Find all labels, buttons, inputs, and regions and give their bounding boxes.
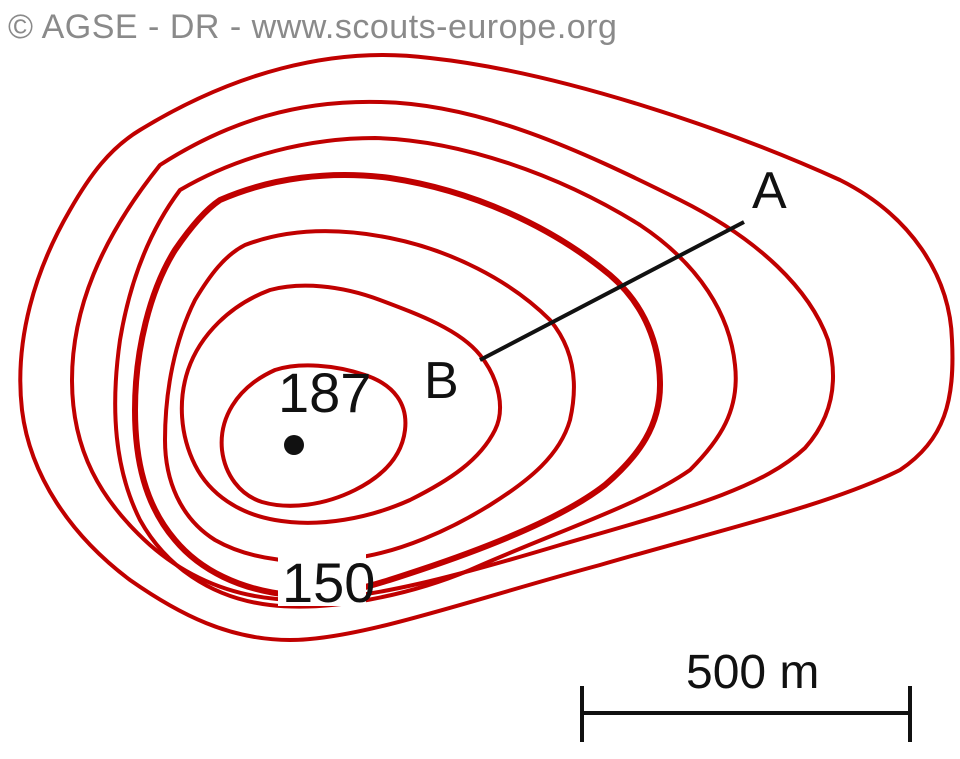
contour-line-5 [163, 229, 576, 564]
contour-line-3 [113, 136, 738, 609]
contour-line-outer [18, 53, 955, 642]
profile-line-a-b [479, 220, 745, 362]
point-a-label: A [752, 162, 787, 220]
scale-bar: 500 m [580, 646, 912, 742]
contour-line-2 [70, 99, 836, 602]
summit-marker-icon [284, 435, 304, 455]
contour-label-mask [278, 552, 366, 606]
contour-line-7 [219, 363, 408, 508]
point-b-label: B [424, 352, 459, 410]
contour-lines [18, 53, 955, 642]
contour-elevation-label: 150 [282, 551, 375, 614]
copyright-text: © AGSE - DR - www.scouts-europe.org [8, 8, 617, 46]
contour-line-150 [132, 172, 663, 599]
scale-bar-label: 500 m [686, 646, 819, 699]
contour-line-6 [179, 283, 502, 525]
summit-elevation-label: 187 [278, 361, 371, 424]
